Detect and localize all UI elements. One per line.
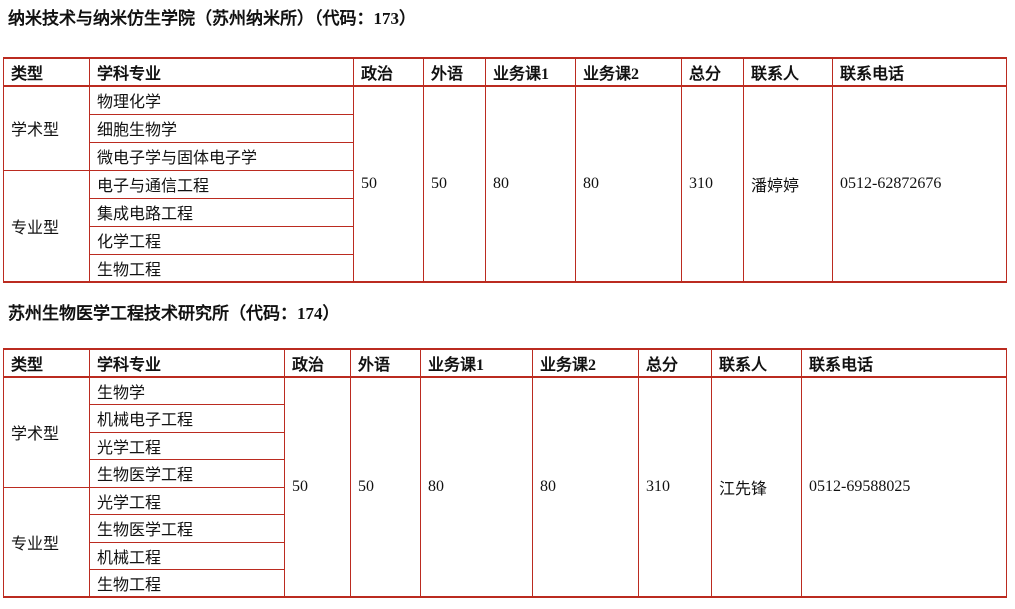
column-header-contact: 联系人	[743, 57, 833, 87]
type-cell-professional: 专业型	[3, 169, 90, 283]
course2-score-cell: 80	[532, 376, 639, 598]
major-cell: 细胞生物学	[89, 113, 354, 143]
type-cell-academic: 学术型	[3, 376, 90, 488]
contact-phone-cell: 0512-62872676	[832, 85, 1007, 283]
column-header-total: 总分	[681, 57, 744, 87]
total-score-cell: 310	[681, 85, 744, 283]
table-row: 集成电路工程	[4, 197, 1007, 227]
table-row: 生物医学工程	[4, 514, 1007, 543]
contact-name-cell: 潘婷婷	[743, 85, 833, 283]
politics-score-cell: 50	[284, 376, 351, 598]
column-header-course1: 业务课1	[420, 348, 533, 378]
contact-name-cell: 江先锋	[711, 376, 802, 598]
major-cell: 集成电路工程	[89, 197, 354, 227]
column-header-contact: 联系人	[711, 348, 802, 378]
major-cell: 生物医学工程	[89, 514, 285, 543]
type-cell-academic: 学术型	[3, 85, 90, 171]
table-row: 机械工程	[4, 541, 1007, 570]
major-cell: 微电子学与固体电子学	[89, 141, 354, 171]
major-cell: 光学工程	[89, 486, 285, 515]
major-cell: 物理化学	[89, 85, 354, 115]
major-cell: 生物工程	[89, 253, 354, 283]
header-row: 类型 学科专业 政治 外语 业务课1 业务课2 总分 联系人 联系电话	[3, 57, 1007, 87]
major-cell: 化学工程	[89, 225, 354, 255]
admission-score-table-173: 类型 学科专业 政治 外语 业务课1 业务课2 总分 联系人 联系电话 学术型 …	[3, 57, 1007, 283]
table-row: 生物工程	[4, 253, 1007, 283]
section-title-174: 苏州生物医学工程技术研究所（代码：174）	[8, 304, 340, 323]
section-title-173: 纳米技术与纳米仿生学院（苏州纳米所）（代码：173）	[8, 9, 416, 28]
major-cell: 机械电子工程	[89, 404, 285, 433]
course2-score-cell: 80	[575, 85, 682, 283]
column-header-phone: 联系电话	[832, 57, 1007, 87]
header-row: 类型 学科专业 政治 外语 业务课1 业务课2 总分 联系人 联系电话	[3, 348, 1007, 378]
table-row: 细胞生物学	[4, 113, 1007, 143]
column-header-course2: 业务课2	[575, 57, 682, 87]
course1-score-cell: 80	[485, 85, 576, 283]
column-header-type: 类型	[3, 57, 90, 87]
major-cell: 生物学	[89, 376, 285, 405]
type-cell-professional: 专业型	[3, 486, 90, 598]
admission-score-table-174: 类型 学科专业 政治 外语 业务课1 业务课2 总分 联系人 联系电话 学术型 …	[3, 348, 1007, 598]
foreign-language-score-cell: 50	[350, 376, 421, 598]
table-row: 微电子学与固体电子学	[4, 141, 1007, 171]
table-row: 化学工程	[4, 225, 1007, 255]
major-cell: 机械工程	[89, 541, 285, 570]
table-row: 机械电子工程	[4, 404, 1007, 433]
column-header-phone: 联系电话	[801, 348, 1007, 378]
column-header-foreign-language: 外语	[423, 57, 486, 87]
major-cell: 生物工程	[89, 569, 285, 598]
politics-score-cell: 50	[353, 85, 424, 283]
contact-phone-cell: 0512-69588025	[801, 376, 1007, 598]
column-header-total: 总分	[638, 348, 712, 378]
column-header-course2: 业务课2	[532, 348, 639, 378]
table-row: 学术型 物理化学 50 50 80 80 310 潘婷婷 0512-628726…	[3, 85, 1007, 283]
table-row: 专业型 光学工程	[3, 486, 1007, 598]
column-header-politics: 政治	[353, 57, 424, 87]
column-header-type: 类型	[3, 348, 90, 378]
foreign-language-score-cell: 50	[423, 85, 486, 283]
table-row: 光学工程	[4, 431, 1007, 460]
total-score-cell: 310	[638, 376, 712, 598]
table-row: 学术型 生物学 50 50 80 80 310 江先锋 0512-6958802…	[3, 376, 1007, 598]
column-header-foreign-language: 外语	[350, 348, 421, 378]
major-cell: 生物医学工程	[89, 459, 285, 488]
course1-score-cell: 80	[420, 376, 533, 598]
column-header-major: 学科专业	[89, 57, 354, 87]
column-header-major: 学科专业	[89, 348, 285, 378]
major-cell: 光学工程	[89, 431, 285, 460]
table-row: 生物医学工程	[4, 459, 1007, 488]
column-header-politics: 政治	[284, 348, 351, 378]
table-row: 生物工程	[4, 569, 1007, 598]
major-cell: 电子与通信工程	[89, 169, 354, 199]
column-header-course1: 业务课1	[485, 57, 576, 87]
